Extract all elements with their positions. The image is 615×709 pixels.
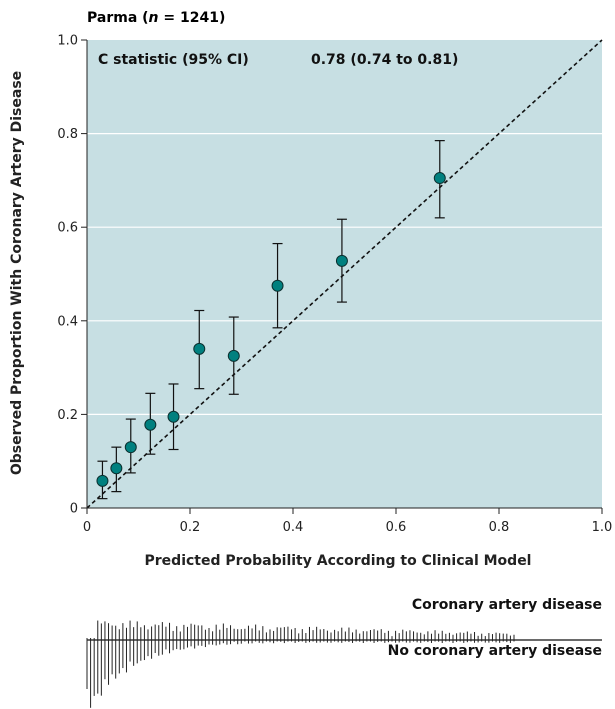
data-points — [96, 140, 446, 500]
data-point — [96, 474, 109, 487]
y-tick-label: 0.2 — [57, 408, 78, 423]
x-tick-label: 1.0 — [592, 520, 613, 535]
probability-distribution-strip — [86, 620, 602, 708]
x-tick-label: 0 — [83, 520, 91, 535]
y-axis-title: Observed Proportion With Coronary Artery… — [9, 71, 25, 475]
x-tick-label: 0.2 — [180, 520, 201, 535]
no-cad-distribution-label: No coronary artery disease — [388, 643, 602, 659]
data-point — [167, 410, 180, 423]
y-tick-label: 0.4 — [57, 314, 78, 329]
c-statistic-label: C statistic (95% CI) — [98, 52, 249, 68]
y-tick-label: 1.0 — [57, 34, 78, 49]
data-point — [124, 441, 137, 454]
axes: 0 0.2 0.4 0.6 0.8 1.0 0 0.2 0.4 0.6 0.8 1.0 — [57, 34, 612, 536]
c-statistic-value: 0.78 (0.74 to 0.81) — [311, 52, 458, 68]
panel-title: Parma (n = 1241) — [87, 10, 225, 26]
data-point — [193, 342, 206, 355]
y-tick-label: 0.8 — [57, 127, 78, 142]
y-tick-label: 0.6 — [57, 221, 78, 236]
data-point — [227, 349, 240, 362]
x-tick-label: 0.8 — [489, 520, 510, 535]
x-tick-label: 0.6 — [386, 520, 407, 535]
x-axis-title: Predicted Probability According to Clini… — [145, 553, 532, 569]
data-point — [433, 172, 446, 185]
data-point — [335, 254, 348, 267]
cad-distribution-label: Coronary artery disease — [412, 597, 602, 613]
y-tick-label: 0 — [70, 502, 78, 517]
data-point — [271, 279, 284, 292]
data-point — [110, 462, 123, 475]
identity-reference-line — [86, 39, 603, 509]
x-tick-label: 0.4 — [283, 520, 304, 535]
data-point — [144, 418, 157, 431]
